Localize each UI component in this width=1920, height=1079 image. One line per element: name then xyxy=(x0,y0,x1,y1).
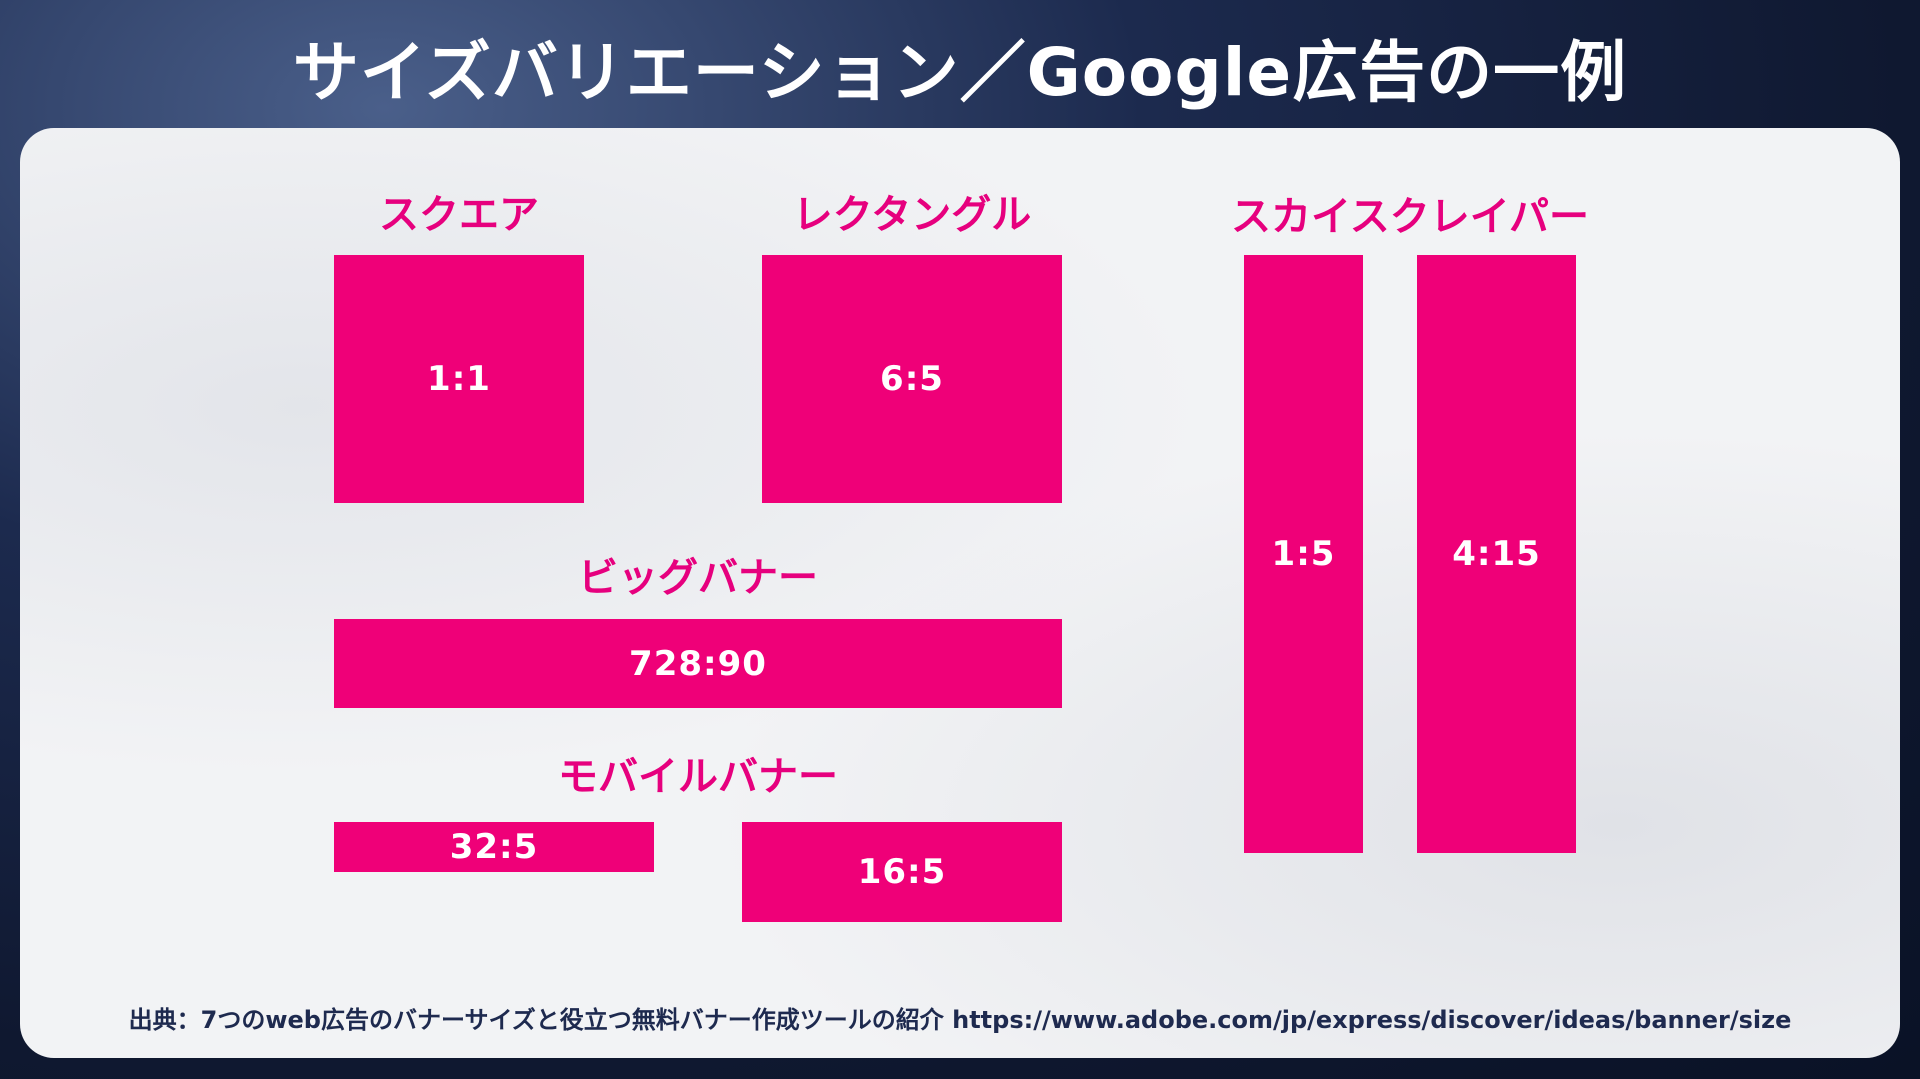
square-label: スクエア xyxy=(379,192,539,238)
mobile-banner-ratio-wide: 32:5 xyxy=(449,827,539,867)
rectangle-box: 6:5 xyxy=(762,255,1062,503)
mobile-banner-box-tall: 16:5 xyxy=(742,822,1062,922)
skyscraper-box-wide: 4:15 xyxy=(1417,255,1576,853)
skyscraper-label: スカイスクレイパー xyxy=(1231,194,1589,240)
rectangle-label: レクタングル xyxy=(792,192,1032,238)
rectangle-ratio: 6:5 xyxy=(880,359,944,399)
mobile-banner-box-wide: 32:5 xyxy=(334,822,654,872)
square-ratio: 1:1 xyxy=(427,359,491,399)
mobile-banner-ratio-tall: 16:5 xyxy=(857,852,947,892)
square-box: 1:1 xyxy=(334,255,584,503)
page-title: サイズバリエーション／Google広告の一例 xyxy=(292,34,1628,111)
big-banner-label: ビッグバナー xyxy=(578,555,818,601)
source-citation: 出典：7つのweb広告のバナーサイズと役立つ無料バナー作成ツールの紹介 http… xyxy=(128,1006,1792,1034)
skyscraper-ratio-wide: 4:15 xyxy=(1452,534,1541,574)
mobile-banner-label: モバイルバナー xyxy=(558,754,838,800)
big-banner-ratio: 728:90 xyxy=(629,643,767,684)
skyscraper-box-narrow: 1:5 xyxy=(1244,255,1363,853)
skyscraper-ratio-narrow: 1:5 xyxy=(1271,534,1336,574)
big-banner-box: 728:90 xyxy=(334,619,1062,708)
